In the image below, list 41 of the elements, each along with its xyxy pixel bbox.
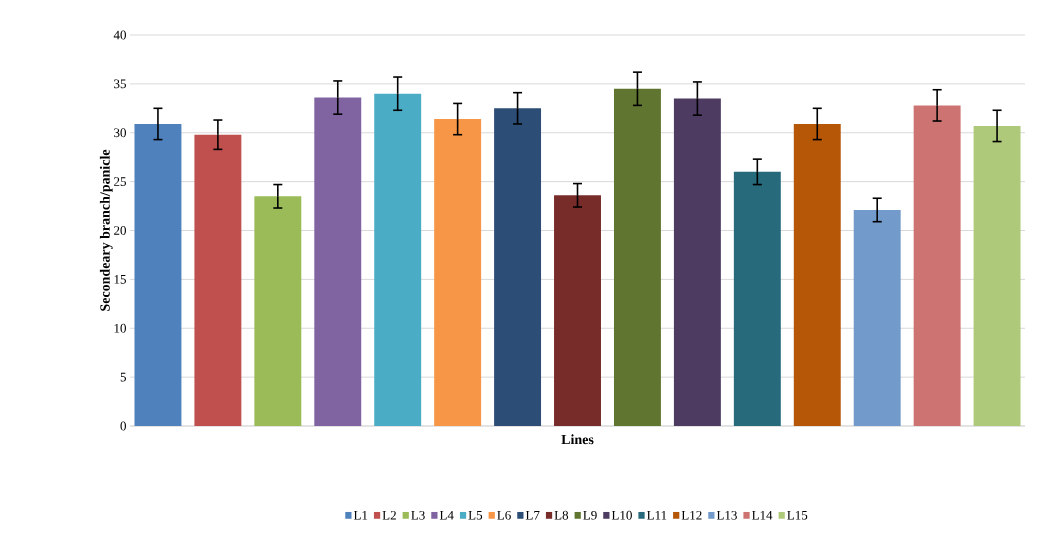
bar xyxy=(853,209,901,426)
y-tick-label: 30 xyxy=(114,128,126,138)
legend-label: L9 xyxy=(583,510,597,520)
y-axis-title: Secondeary branch/panicle xyxy=(99,149,113,311)
bar xyxy=(613,88,661,426)
bar xyxy=(673,98,721,426)
bar xyxy=(733,171,781,426)
y-tick-label: 25 xyxy=(114,177,126,186)
bar xyxy=(913,105,961,426)
legend-label: L8 xyxy=(554,510,569,520)
legend-label: L12 xyxy=(681,510,702,520)
bar xyxy=(793,123,841,426)
bar xyxy=(134,123,182,426)
bar xyxy=(194,134,242,426)
bar xyxy=(434,119,482,426)
legend-label: L3 xyxy=(411,510,425,520)
y-tick-label: 35 xyxy=(114,79,126,89)
y-tick-label: 15 xyxy=(114,275,126,284)
y-tick-label: 20 xyxy=(114,226,126,235)
legend-label: L11 xyxy=(647,510,667,520)
legend-label: L4 xyxy=(439,510,454,520)
legend-label: L7 xyxy=(525,510,540,520)
x-axis-title: Lines xyxy=(561,434,594,445)
legend-label: L2 xyxy=(382,510,396,520)
y-tick-label: 40 xyxy=(113,30,126,40)
y-tick-label: 0 xyxy=(120,421,126,431)
legend-label: L14 xyxy=(752,510,773,520)
legend-label: L6 xyxy=(497,510,511,520)
bar xyxy=(554,195,601,426)
bar xyxy=(314,97,362,426)
bar xyxy=(494,108,542,426)
legend-label: L10 xyxy=(611,510,632,520)
legend-label: L1 xyxy=(353,510,368,520)
y-tick-label: 10 xyxy=(114,323,126,333)
legend-label: L15 xyxy=(787,510,808,520)
legend-label: L5 xyxy=(468,510,483,520)
y-tick-label: 5 xyxy=(120,372,126,382)
bar xyxy=(254,196,302,426)
bar xyxy=(973,125,1021,426)
legend-label: L13 xyxy=(716,510,737,520)
bar xyxy=(374,93,422,426)
